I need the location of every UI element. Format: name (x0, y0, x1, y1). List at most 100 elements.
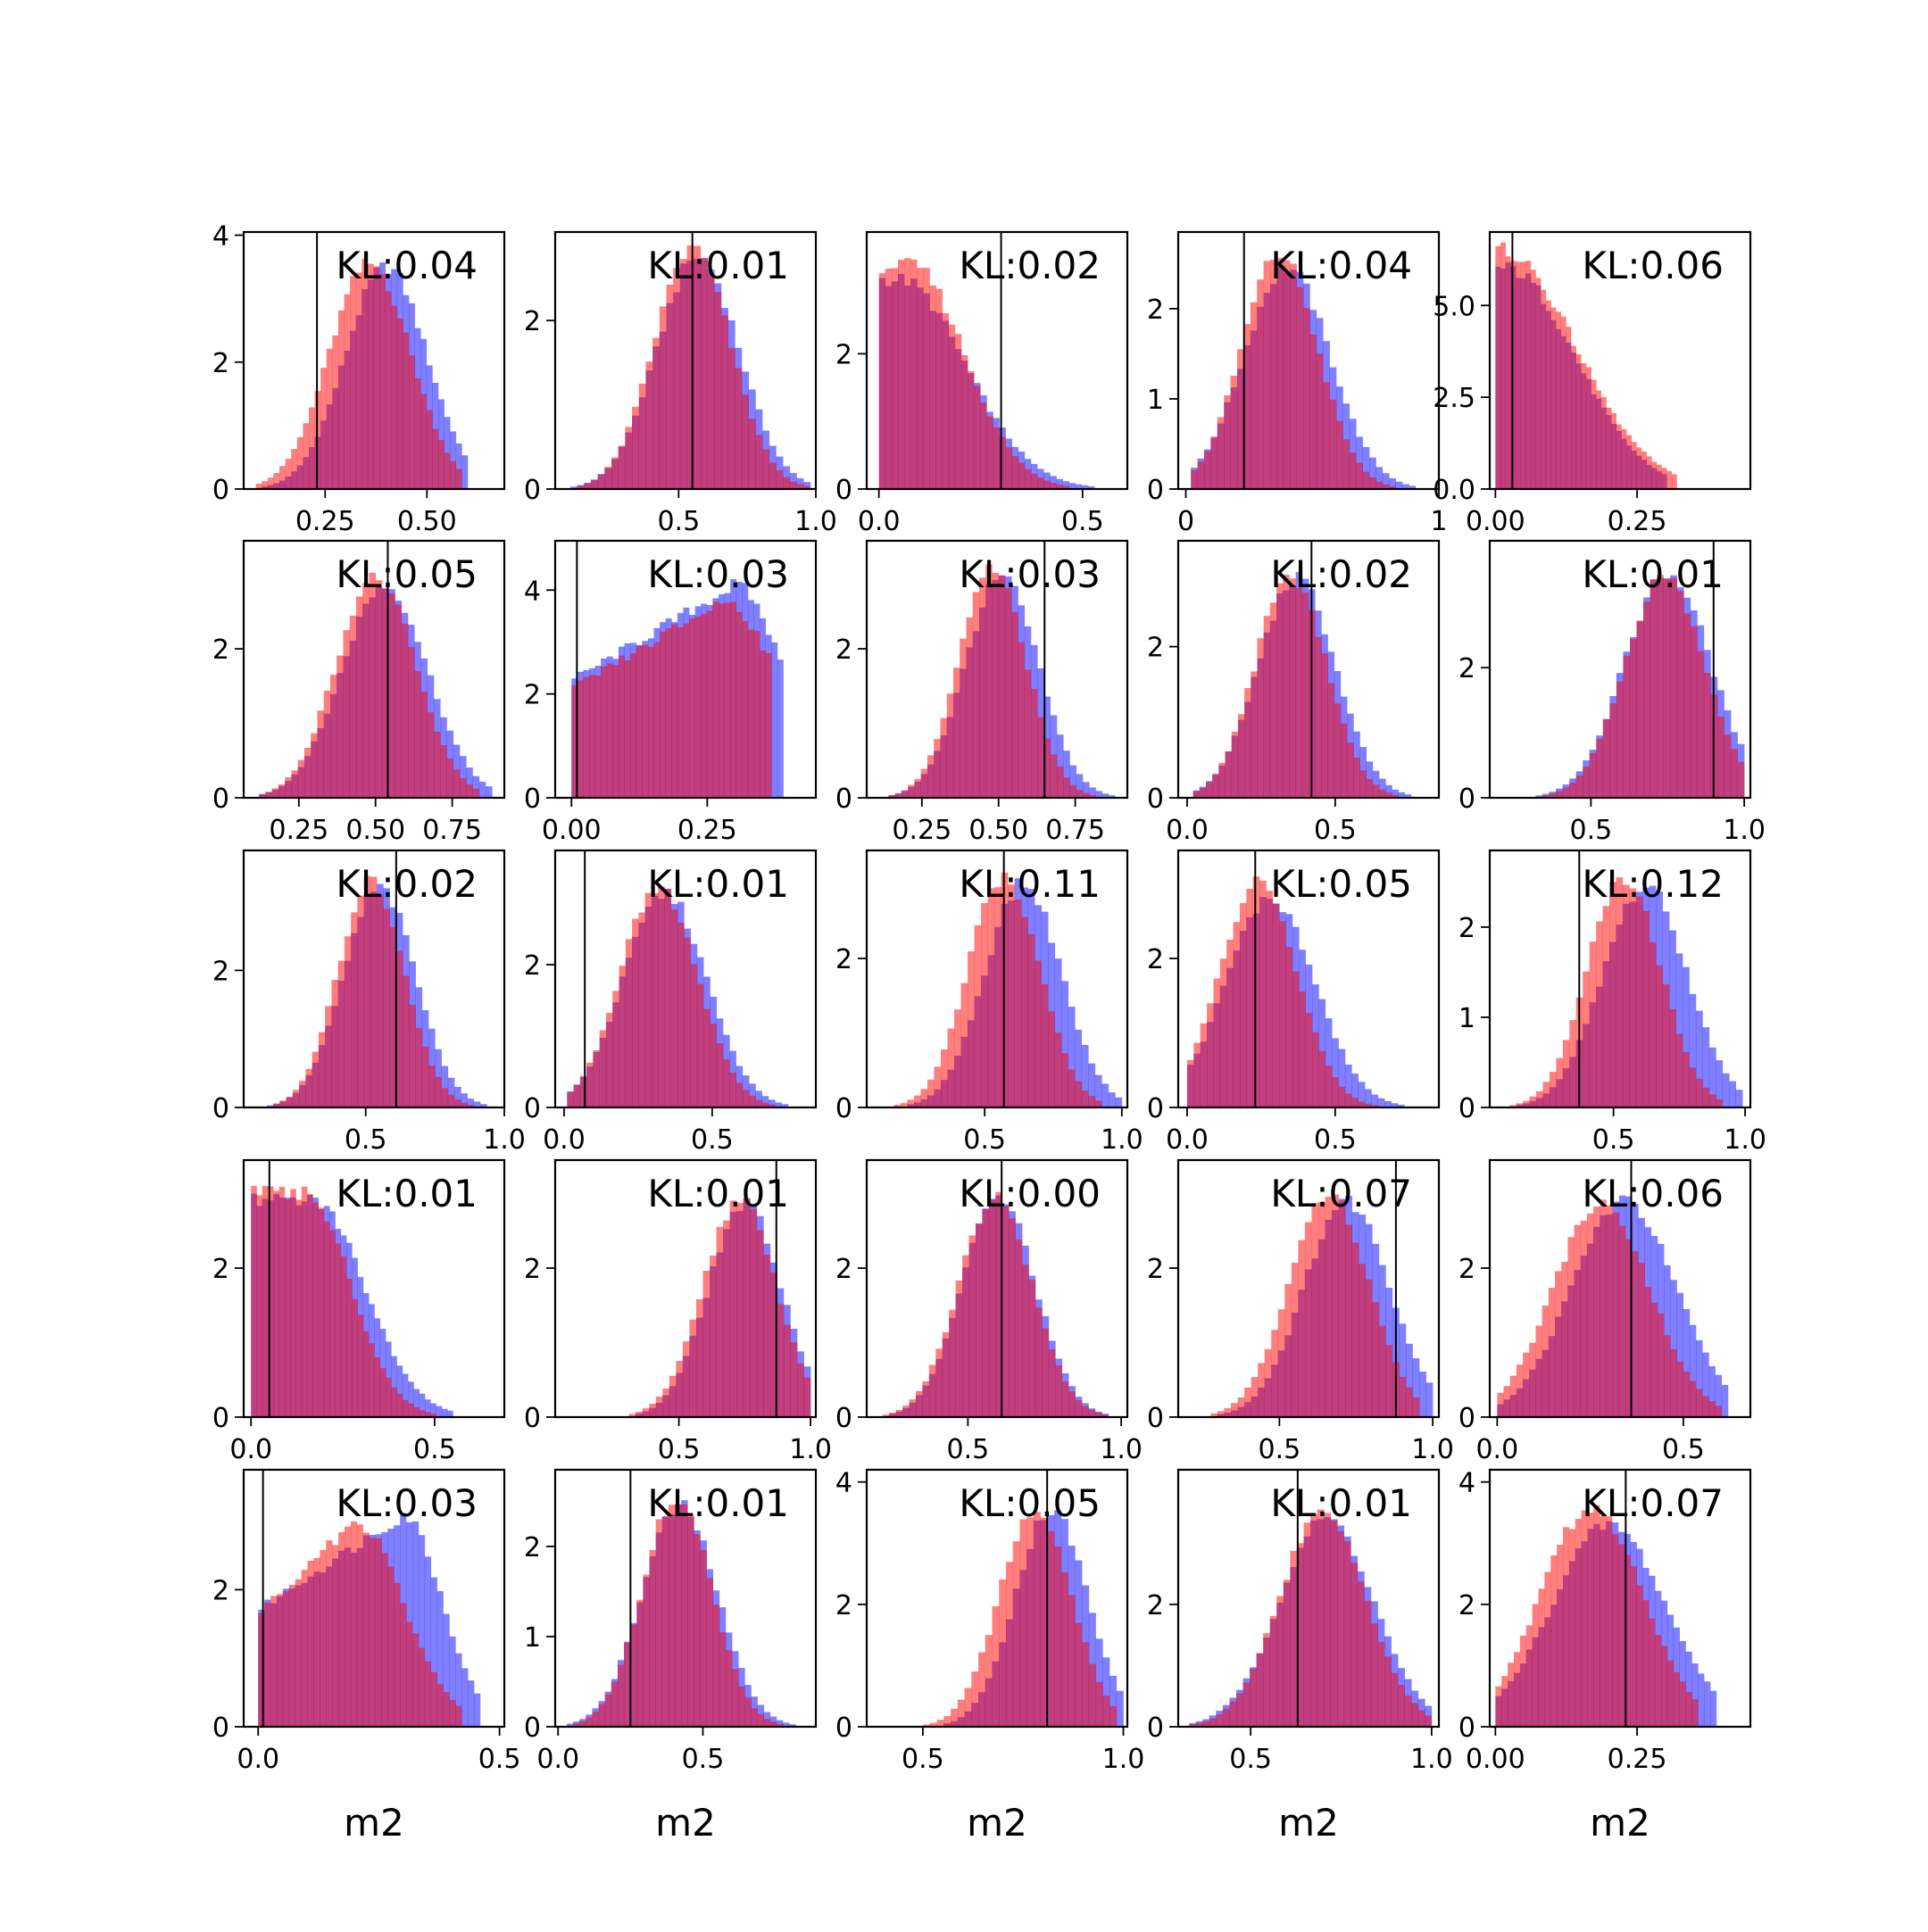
red-histogram-bar (1325, 1197, 1333, 1417)
red-histogram-bar (1350, 1563, 1359, 1727)
blue-histogram-bar (1344, 1064, 1352, 1107)
red-histogram-bar (305, 1068, 312, 1107)
blue-histogram-bar (771, 642, 778, 798)
red-histogram-bar (1345, 1224, 1352, 1417)
red-histogram-bar (1520, 261, 1526, 489)
red-histogram-bar (719, 603, 725, 798)
red-histogram-bar (375, 1538, 382, 1727)
red-histogram-bar (1529, 1096, 1537, 1107)
red-histogram-bar (409, 355, 415, 489)
red-histogram-bar (313, 1557, 320, 1727)
red-histogram-bar (723, 1059, 730, 1107)
red-histogram-bar (394, 1582, 401, 1727)
red-histogram-bar (388, 593, 395, 798)
red-histogram-bar (1027, 933, 1035, 1107)
red-histogram-bar (985, 1635, 993, 1727)
red-histogram-bar (988, 1199, 996, 1417)
red-histogram-bar (1523, 1352, 1530, 1417)
red-histogram-bar (356, 1524, 363, 1727)
blue-histogram-bar (1708, 1047, 1716, 1107)
histogram-panel: 0 2 0.5 1.0 KL:0.02 (212, 849, 526, 1156)
red-histogram-bar (1209, 1718, 1217, 1727)
red-histogram-bar (1676, 1361, 1683, 1417)
blue-histogram-bar (1535, 795, 1543, 798)
axes-frame (553, 1468, 818, 1729)
red-histogram-bar (1210, 1413, 1218, 1417)
red-histogram-bar (669, 1375, 677, 1417)
red-histogram-bar (1606, 1205, 1613, 1417)
blue-histogram-bar (803, 482, 811, 489)
red-histogram-bar (789, 481, 797, 489)
red-histogram-bar (326, 348, 333, 489)
x-tick-label: 1.0 (1101, 1124, 1143, 1156)
axes-frame (242, 849, 506, 1109)
kl-divergence-label: KL:0.02 (336, 862, 478, 906)
red-histogram-bar (923, 1724, 931, 1727)
blue-histogram-bar (1062, 481, 1069, 489)
red-histogram-bar (1296, 1543, 1304, 1727)
red-histogram-bar (1609, 882, 1616, 1107)
red-histogram-bar (268, 1186, 274, 1417)
red-histogram-bar (1691, 1699, 1699, 1727)
red-histogram-bar (1550, 1555, 1558, 1727)
red-histogram-bar (1593, 1505, 1600, 1727)
red-histogram-bar (1583, 971, 1590, 1107)
red-histogram-bar (1043, 480, 1051, 489)
red-histogram-bar (1600, 1199, 1607, 1417)
red-histogram-bar (258, 1613, 265, 1727)
red-histogram-bar (1669, 1008, 1676, 1107)
blue-histogram-bar (1068, 483, 1076, 489)
blue-histogram-bar (480, 1104, 487, 1107)
red-histogram-bar (1642, 1600, 1650, 1727)
histogram-panel: 0 2 0.5 1.0 KL:0.07 (1147, 1158, 1454, 1465)
blue-histogram-bar (769, 1716, 777, 1727)
blue-histogram-bar (1405, 1343, 1413, 1417)
red-histogram-bar (344, 936, 352, 1107)
red-histogram-bar (420, 692, 428, 798)
red-histogram-bar (278, 784, 286, 798)
red-histogram-bar (1568, 1529, 1576, 1727)
red-histogram-bar (1256, 1653, 1264, 1727)
red-histogram-bar (978, 1652, 986, 1727)
red-histogram-bar (436, 1684, 444, 1727)
red-histogram-bar (962, 1255, 969, 1417)
red-histogram-bar (1536, 1090, 1543, 1107)
red-histogram-bar (966, 617, 974, 798)
blue-histogram-bar (761, 1096, 769, 1107)
red-histogram-bar (1689, 1067, 1697, 1107)
red-histogram-bar (1068, 1069, 1076, 1107)
blue-histogram-bar (441, 1408, 448, 1417)
red-histogram-bar (949, 1309, 956, 1417)
red-histogram-bar (1191, 469, 1198, 489)
red-histogram-bar (655, 1397, 663, 1417)
y-tick-label: 2 (1458, 1254, 1475, 1285)
red-histogram-bar (934, 1066, 942, 1107)
red-histogram-bar (421, 1046, 429, 1107)
red-histogram-bar (428, 1065, 436, 1107)
red-histogram-bar (1340, 723, 1348, 798)
axes-frame (1488, 1468, 1752, 1729)
blue-histogram-bar (266, 1105, 274, 1107)
red-histogram-bar (664, 888, 672, 1107)
red-histogram-bar (411, 1633, 420, 1727)
red-histogram-bar (920, 768, 928, 798)
red-histogram-bar (1203, 451, 1211, 489)
red-histogram-bar (644, 892, 652, 1107)
red-histogram-bar (1629, 888, 1637, 1107)
red-histogram-bar (370, 876, 378, 1107)
red-histogram-bar (1001, 1206, 1010, 1417)
red-histogram-bar (922, 1381, 930, 1417)
red-histogram-bar (738, 1686, 745, 1727)
red-histogram-bar (414, 671, 421, 798)
red-histogram-bar (1031, 473, 1038, 489)
blue-histogram-bar (1702, 1027, 1710, 1107)
red-histogram-bar (589, 675, 595, 798)
red-histogram-bar (1385, 1345, 1393, 1417)
red-histogram-bar (1229, 1701, 1237, 1727)
blue-histogram-bar (1050, 476, 1057, 489)
x-tick-label: 0.0 (543, 1124, 586, 1156)
blue-histogram-bar (1391, 1103, 1399, 1107)
blue-histogram-bar (1675, 953, 1683, 1107)
red-histogram-bar (1035, 1307, 1043, 1417)
blue-histogram-bar (1076, 774, 1084, 798)
